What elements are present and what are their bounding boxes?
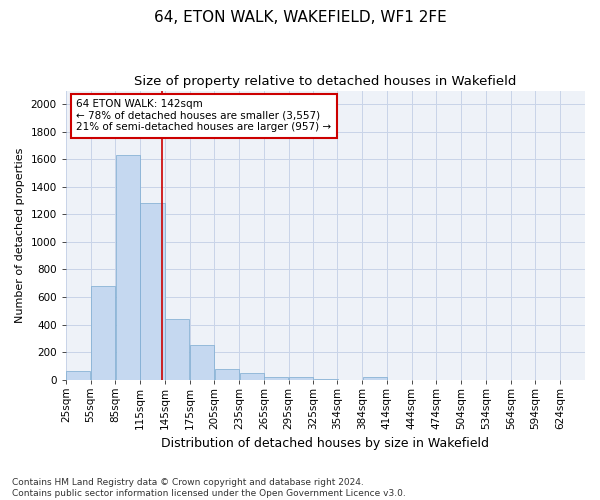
Text: 64 ETON WALK: 142sqm
← 78% of detached houses are smaller (3,557)
21% of semi-de: 64 ETON WALK: 142sqm ← 78% of detached h… (76, 99, 331, 132)
Bar (215, 368, 239, 380)
Bar (165, 319, 189, 380)
Title: Size of property relative to detached houses in Wakefield: Size of property relative to detached ho… (134, 75, 517, 88)
Text: Contains HM Land Registry data © Crown copyright and database right 2024.
Contai: Contains HM Land Registry data © Crown c… (12, 478, 406, 498)
Bar (66, 372, 90, 380)
Bar (91, 286, 115, 380)
Y-axis label: Number of detached properties: Number of detached properties (15, 148, 25, 323)
Bar (362, 376, 386, 380)
Bar (140, 204, 164, 380)
X-axis label: Distribution of detached houses by size in Wakefield: Distribution of detached houses by size … (161, 437, 490, 450)
Bar (264, 376, 289, 380)
Bar (314, 379, 338, 380)
Bar (190, 345, 214, 380)
Bar (239, 374, 263, 380)
Bar (289, 376, 313, 380)
Bar (116, 155, 140, 380)
Text: 64, ETON WALK, WAKEFIELD, WF1 2FE: 64, ETON WALK, WAKEFIELD, WF1 2FE (154, 10, 446, 25)
